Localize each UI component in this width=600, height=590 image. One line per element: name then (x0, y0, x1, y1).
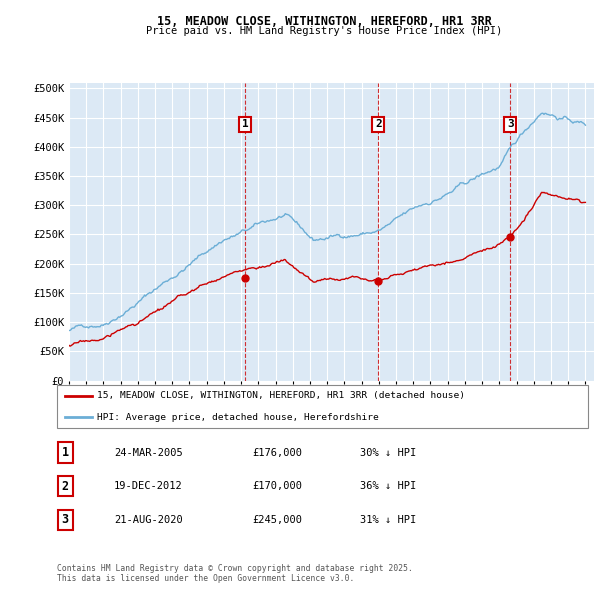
Text: 24-MAR-2005: 24-MAR-2005 (114, 448, 183, 457)
Text: 36% ↓ HPI: 36% ↓ HPI (360, 481, 416, 491)
Text: 15, MEADOW CLOSE, WITHINGTON, HEREFORD, HR1 3RR: 15, MEADOW CLOSE, WITHINGTON, HEREFORD, … (157, 15, 491, 28)
Text: £245,000: £245,000 (252, 515, 302, 525)
Text: £170,000: £170,000 (252, 481, 302, 491)
Text: 30% ↓ HPI: 30% ↓ HPI (360, 448, 416, 457)
Text: 3: 3 (62, 513, 69, 526)
Text: 31% ↓ HPI: 31% ↓ HPI (360, 515, 416, 525)
Text: 3: 3 (507, 119, 514, 129)
Text: 19-DEC-2012: 19-DEC-2012 (114, 481, 183, 491)
Text: 21-AUG-2020: 21-AUG-2020 (114, 515, 183, 525)
Text: 2: 2 (62, 480, 69, 493)
Text: 1: 1 (242, 119, 248, 129)
Text: HPI: Average price, detached house, Herefordshire: HPI: Average price, detached house, Here… (97, 412, 379, 422)
Text: 2: 2 (375, 119, 382, 129)
Text: 15, MEADOW CLOSE, WITHINGTON, HEREFORD, HR1 3RR (detached house): 15, MEADOW CLOSE, WITHINGTON, HEREFORD, … (97, 391, 465, 401)
Text: 1: 1 (62, 446, 69, 459)
Text: Price paid vs. HM Land Registry's House Price Index (HPI): Price paid vs. HM Land Registry's House … (146, 26, 502, 36)
Text: £176,000: £176,000 (252, 448, 302, 457)
Text: Contains HM Land Registry data © Crown copyright and database right 2025.
This d: Contains HM Land Registry data © Crown c… (57, 563, 413, 583)
